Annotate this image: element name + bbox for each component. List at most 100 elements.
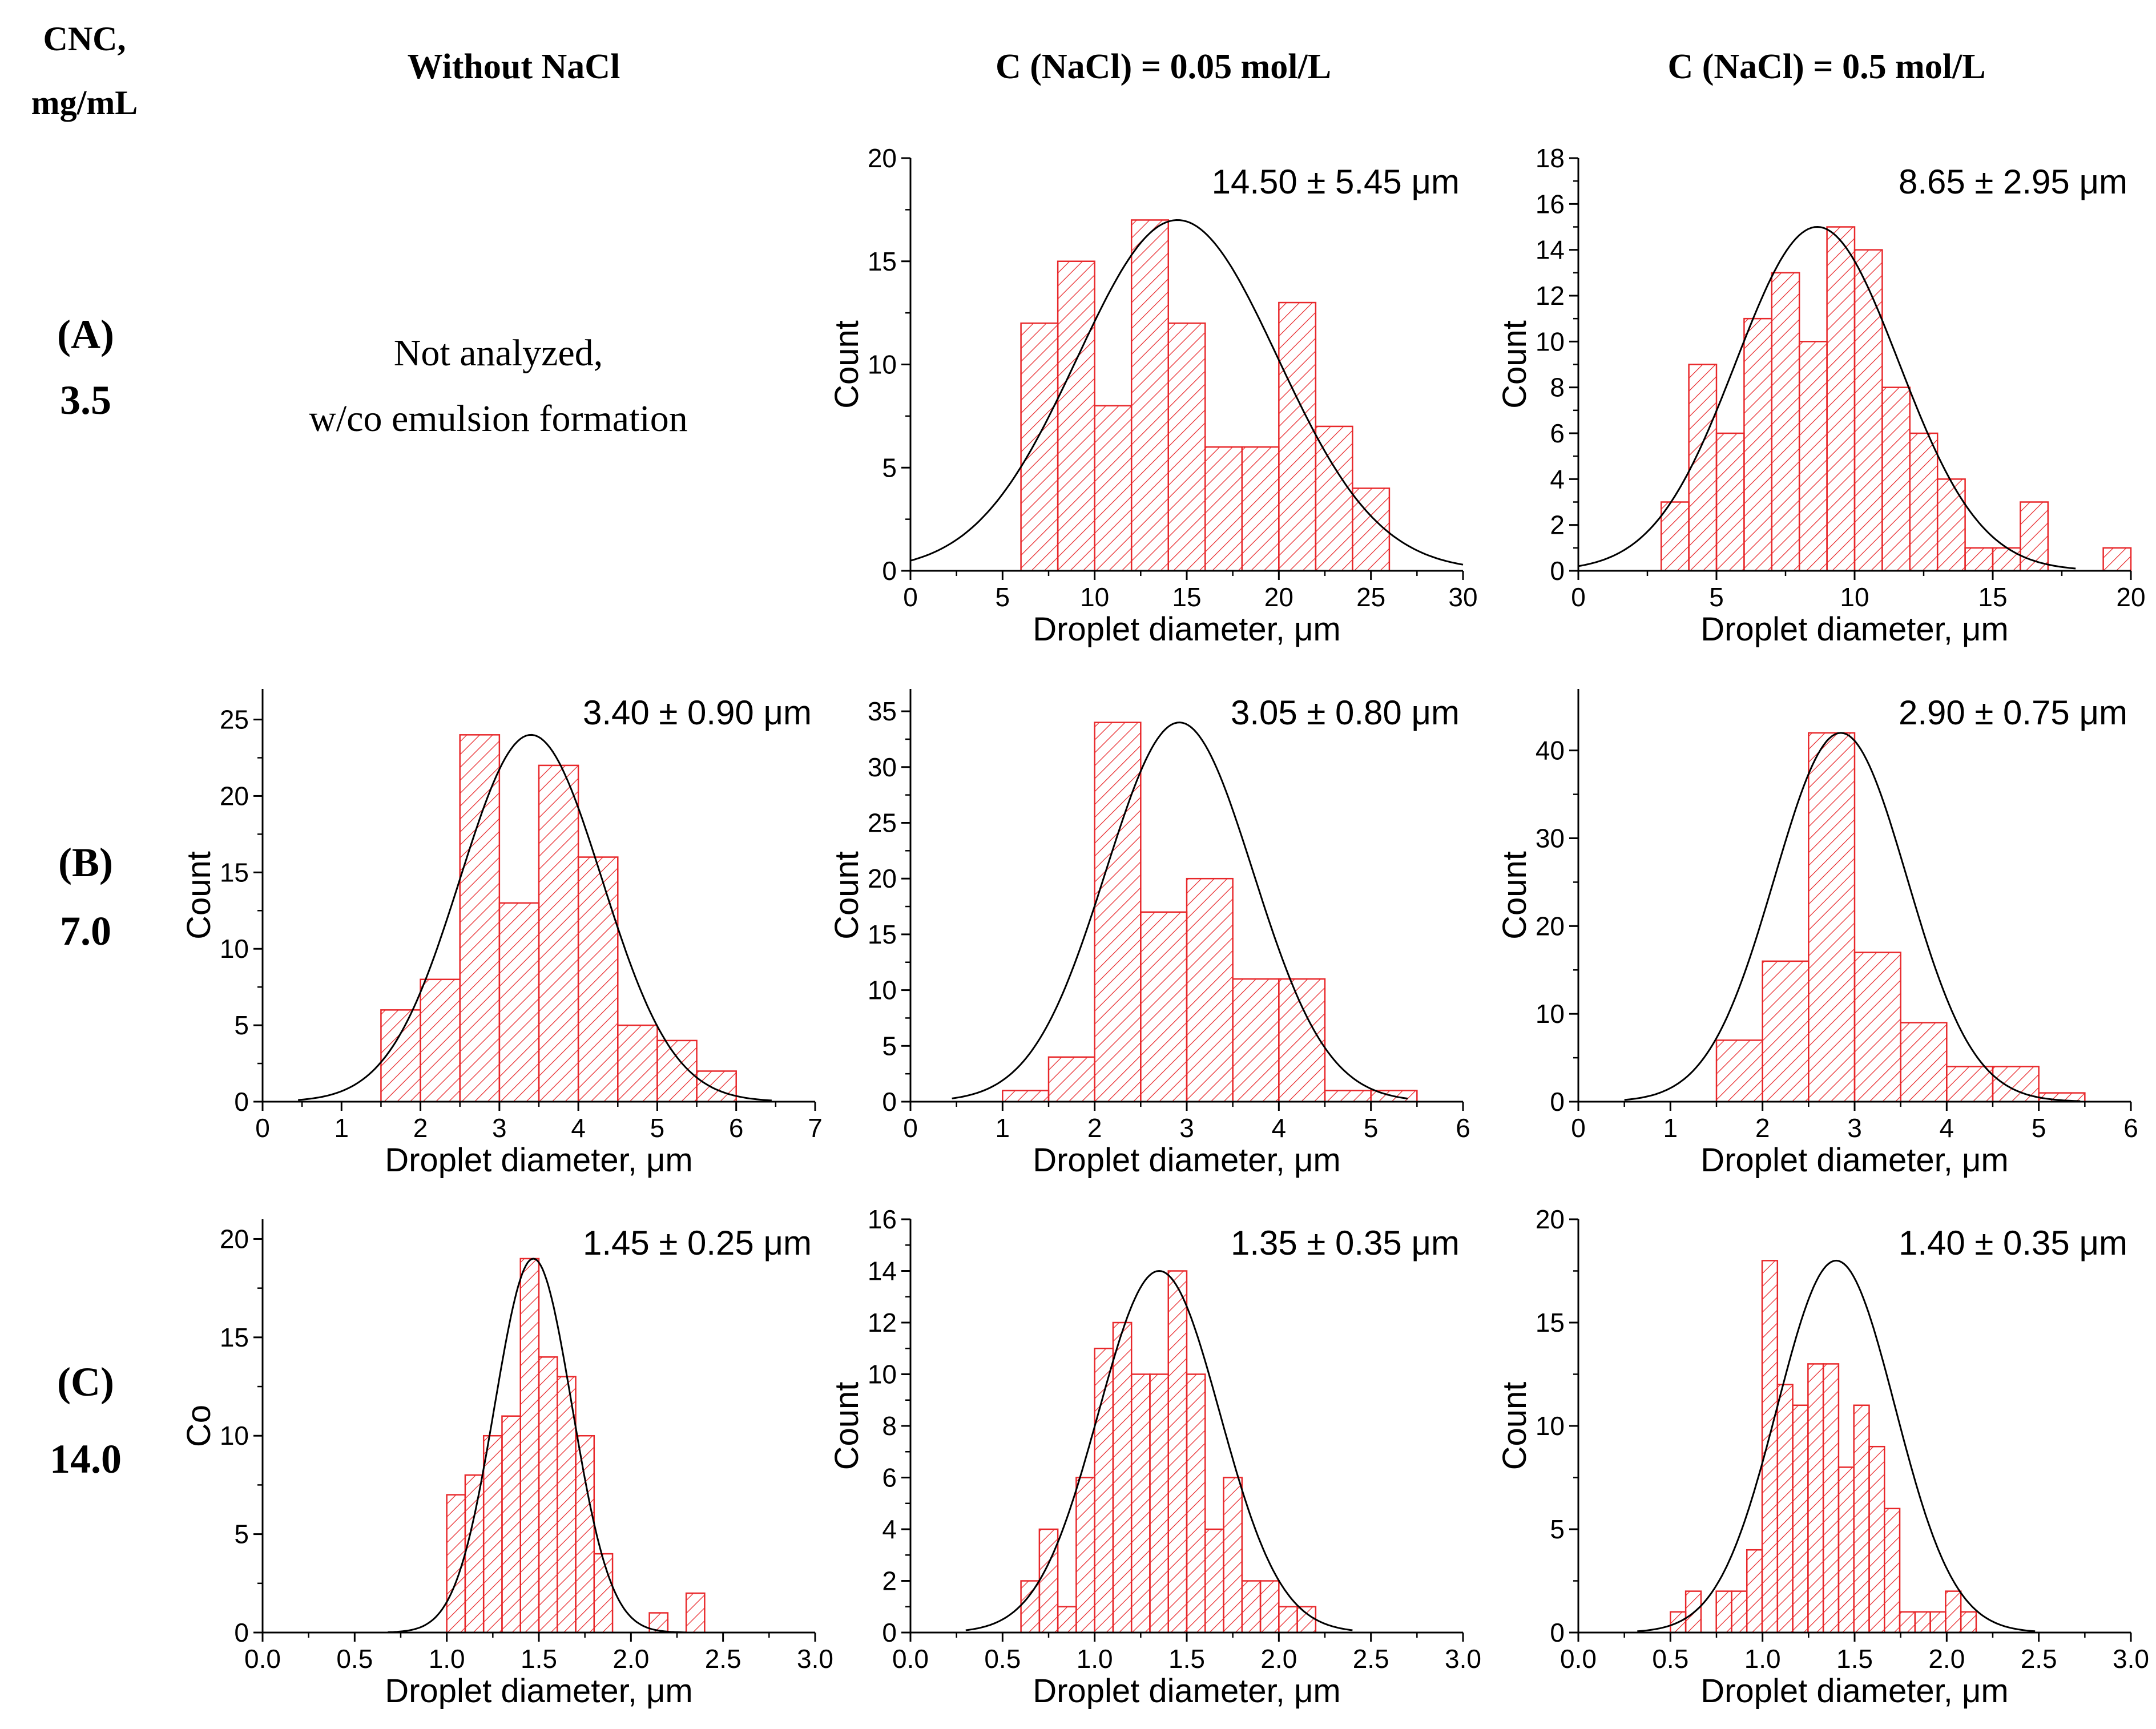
y-tick-label: 0 xyxy=(1550,556,1565,586)
y-tick-label: 10 xyxy=(220,1421,249,1450)
histogram-bar xyxy=(1853,249,1883,572)
row-b-letter-text: B xyxy=(72,840,99,885)
column-header-nacl-05: C (NaCl) = 0.5 mol/L xyxy=(1667,47,1985,86)
x-tick-label: 0.0 xyxy=(892,1644,929,1674)
x-tick-label: 2 xyxy=(413,1113,428,1143)
x-tick-label: 15 xyxy=(1978,582,2007,612)
histogram-bar xyxy=(1232,978,1280,1103)
chart-A3: 0 5 10 15 20 0 2 4 6 8 10 12 14 16 18 Droplet diameter,… xyxy=(1496,143,2146,648)
histogram-bar xyxy=(1826,226,1856,572)
y-axis-label: Count xyxy=(828,851,865,940)
x-tick-label: 0 xyxy=(255,1113,270,1143)
row-label-b-letter: (B) xyxy=(58,840,113,885)
x-tick-label: 4 xyxy=(1940,1113,1954,1143)
histogram-bar xyxy=(1223,1477,1243,1634)
y-axis-label: Count xyxy=(828,1382,865,1470)
histogram-bar xyxy=(1868,1445,1885,1634)
histogram-bar xyxy=(1684,1590,1702,1634)
y-axis-label: Count xyxy=(1496,320,1533,409)
y-tick-label: 5 xyxy=(234,1520,249,1549)
x-tick-label: 3 xyxy=(1847,1113,1862,1143)
histogram-bar xyxy=(656,1039,698,1103)
x-tick-label: 3.0 xyxy=(797,1644,833,1674)
histogram-bar xyxy=(1776,1384,1794,1634)
histogram-bar xyxy=(498,902,540,1103)
chart-B1: 0 1 2 3 4 5 6 7 0 5 10 15 20 25 Droplet diameter, μm Co… xyxy=(180,689,823,1179)
y-tick-label: 15 xyxy=(220,1323,249,1352)
histogram-bar xyxy=(519,1258,540,1634)
y-tick-label: 10 xyxy=(1536,1411,1565,1441)
x-tick-label: 0.0 xyxy=(244,1644,281,1674)
histogram-bar xyxy=(1929,1611,1947,1634)
x-tick-label: 0.0 xyxy=(1560,1644,1597,1674)
y-tick-label: 2 xyxy=(882,1566,897,1596)
histogram-bar xyxy=(501,1415,521,1634)
histogram-bar xyxy=(464,1474,485,1634)
histogram-bar xyxy=(1822,1363,1840,1634)
histogram-bar xyxy=(1798,341,1828,572)
mean-sd-annotation: 8.65 ± 2.95 μm xyxy=(1899,163,2127,201)
histogram-bar xyxy=(1945,1590,1962,1634)
histogram-bar xyxy=(1278,1606,1298,1634)
x-tick-label: 6 xyxy=(729,1113,744,1143)
y-tick-label: 0 xyxy=(234,1618,249,1647)
x-tick-label: 1 xyxy=(1663,1113,1678,1143)
y-tick-label: 10 xyxy=(220,934,249,964)
histogram-bar xyxy=(696,1070,737,1103)
histogram-bar xyxy=(1002,1090,1050,1103)
histogram-bar xyxy=(1746,1549,1763,1634)
histogram-bar xyxy=(1660,501,1690,572)
y-tick-label: 8 xyxy=(1550,373,1565,402)
x-tick-label: 2.0 xyxy=(1928,1644,1965,1674)
chart-C2: 0.0 0.5 1.0 1.5 2.0 2.5 3.0 0 2 4 6 8 10 12 14 16 Drople… xyxy=(828,1204,1481,1710)
y-axis-label: Count xyxy=(1496,1382,1533,1470)
histogram-bar xyxy=(1914,1611,1931,1634)
y-tick-label: 5 xyxy=(882,1031,897,1061)
y-tick-label: 15 xyxy=(1536,1308,1565,1337)
x-tick-label: 1 xyxy=(334,1113,349,1143)
x-tick-label: 2.5 xyxy=(705,1644,741,1674)
histogram-bar xyxy=(1112,1321,1133,1634)
histogram-bar xyxy=(685,1592,706,1634)
row-label-a-value: 3.5 xyxy=(60,377,111,423)
chart-C1: 0.0 0.5 1.0 1.5 2.0 2.5 3.0 0 5 10 15 20 Droplet dia… xyxy=(180,1219,833,1710)
x-tick-label: 4 xyxy=(1272,1113,1287,1143)
x-tick-label: 3 xyxy=(492,1113,507,1143)
histogram-bar xyxy=(617,1024,658,1103)
histogram-bar xyxy=(593,1553,614,1634)
not-analyzed-line2: w/co emulsion formation xyxy=(309,398,688,440)
histogram-bar xyxy=(1808,732,1856,1103)
histogram-bar xyxy=(1807,1363,1824,1634)
x-axis-label: Droplet diameter, μm xyxy=(1033,1672,1341,1710)
x-tick-label: 5 xyxy=(650,1113,665,1143)
histogram-bar xyxy=(1792,1404,1809,1634)
x-tick-label: 1.5 xyxy=(1168,1644,1205,1674)
gaussian-fit-curve xyxy=(1578,225,2076,570)
x-tick-label: 1.0 xyxy=(429,1644,465,1674)
histogram-bar xyxy=(1186,1373,1206,1634)
x-tick-label: 30 xyxy=(1448,582,1477,612)
y-tick-label: 10 xyxy=(868,350,897,380)
x-tick-label: 1.5 xyxy=(1836,1644,1873,1674)
x-tick-label: 1.0 xyxy=(1077,1644,1113,1674)
histogram-bar xyxy=(1715,1039,1763,1103)
y-tick-label: 25 xyxy=(220,705,249,735)
x-tick-label: 5 xyxy=(1364,1113,1379,1143)
y-tick-label: 14 xyxy=(1536,235,1565,265)
x-axis-label: Droplet diameter, μm xyxy=(1700,1672,2009,1710)
x-tick-label: 2 xyxy=(1087,1113,1102,1143)
gaussian-fit-curve xyxy=(910,219,1464,566)
histogram-bar xyxy=(1324,1090,1372,1103)
x-tick-label: 2.5 xyxy=(1353,1644,1389,1674)
histogram-bar xyxy=(577,856,619,1103)
y-tick-label: 2 xyxy=(1550,510,1565,540)
y-tick-label: 5 xyxy=(234,1010,249,1040)
mean-sd-annotation: 3.40 ± 0.90 μm xyxy=(583,694,812,732)
x-tick-label: 3 xyxy=(1179,1113,1194,1143)
y-tick-label: 6 xyxy=(1550,418,1565,448)
y-tick-label: 15 xyxy=(868,920,897,949)
y-tick-label: 16 xyxy=(1536,189,1565,219)
x-tick-label: 10 xyxy=(1080,582,1109,612)
